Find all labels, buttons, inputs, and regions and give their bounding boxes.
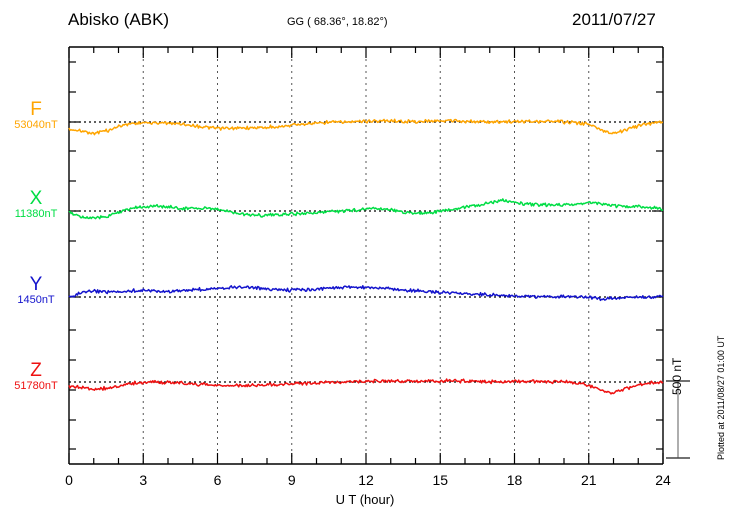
grid-layer [142, 47, 590, 464]
scale-bar-label: 500 nT [670, 357, 684, 395]
plotted-timestamp: Plotted at 2011/08/27 01:00 UT [716, 335, 726, 460]
component-baseline-f: 53040nT [14, 118, 58, 131]
x-tick-6: 6 [213, 472, 222, 488]
trace-f [68, 118, 664, 136]
x-tick-12: 12 [358, 472, 374, 488]
trace-layer [68, 118, 664, 395]
component-baseline-z: 51780nT [14, 379, 58, 392]
component-letter-f: F [30, 99, 42, 120]
component-letter-y: Y [29, 274, 43, 295]
trace-x [68, 198, 664, 220]
component-baseline-x: 11380nT [14, 207, 58, 220]
station-title: Abisko (ABK) [68, 10, 170, 29]
x-axis-title: U T (hour) [335, 492, 395, 507]
x-tick-9: 9 [287, 472, 296, 488]
component-label-z: Z 51780nT [8, 361, 64, 392]
x-tick-24: 24 [655, 472, 671, 488]
trace-y [68, 285, 664, 302]
x-tick-15: 15 [432, 472, 449, 488]
x-tick-0: 0 [65, 472, 73, 488]
component-letter-z: Z [30, 360, 42, 381]
scale-bar [666, 380, 690, 459]
x-tick-21: 21 [580, 472, 597, 488]
geographic-coordinates: GG ( 68.36°, 18.82°) [287, 16, 388, 28]
x-tick-18: 18 [506, 472, 523, 488]
component-letter-x: X [29, 188, 43, 209]
component-baseline-y: 1450nT [17, 293, 55, 306]
x-tick-3: 3 [139, 472, 148, 488]
observation-date: 2011/07/27 [572, 10, 656, 29]
component-label-x: X 11380nT [8, 189, 64, 220]
tick-layer [68, 47, 664, 464]
component-label-y: Y 1450nT [8, 275, 64, 306]
trace-z [68, 378, 664, 395]
component-label-f: F 53040nT [8, 100, 64, 131]
